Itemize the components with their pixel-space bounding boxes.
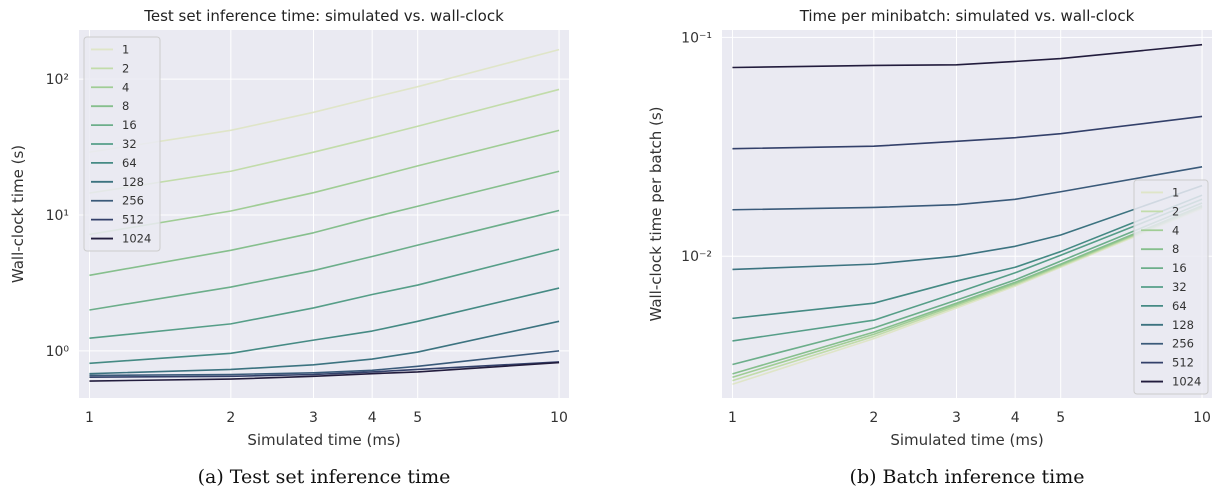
- legend-label: 1024: [1172, 375, 1201, 389]
- x-axis-label: Simulated time (ms): [247, 431, 400, 449]
- series-line-32: [89, 248, 560, 339]
- legend-label: 32: [1172, 280, 1187, 294]
- chart-title: Time per minibatch: simulated vs. wall-c…: [799, 7, 1135, 25]
- legend-label: 2: [1172, 204, 1179, 218]
- y-tick-label: 10⁰: [46, 344, 70, 360]
- legend-label: 128: [122, 175, 144, 189]
- x-tick-label: 2: [226, 410, 235, 426]
- chart-a: 1 2 3 4 5 10 10⁰ 10¹ 10² Test set inference time:…: [9, 7, 569, 488]
- legend-label: 8: [122, 99, 129, 113]
- series-line-16: [732, 202, 1203, 366]
- legend-label: 128: [1172, 318, 1194, 332]
- x-tick-label: 4: [368, 410, 377, 426]
- x-axis-label: Simulated time (ms): [890, 431, 1043, 449]
- x-tick-label: 10: [1193, 410, 1211, 426]
- series-line-8: [89, 170, 560, 277]
- series-line-4: [732, 206, 1203, 378]
- legend-label: 32: [122, 137, 137, 151]
- chart-b: 1 2 3 4 5 10 10⁻² 10⁻¹ Time per minibatch: simul…: [647, 7, 1212, 488]
- series-line-2: [732, 206, 1203, 382]
- legend-label: 64: [122, 156, 137, 170]
- legend-label: 1: [122, 42, 129, 56]
- series-line-128: [732, 184, 1203, 271]
- series-line-128: [89, 320, 560, 375]
- legend-label: 256: [122, 194, 144, 208]
- series-line-8: [732, 205, 1203, 375]
- x-tick-label: 5: [413, 410, 422, 426]
- legend-label: 2: [122, 61, 129, 75]
- series-line-4: [89, 129, 560, 236]
- legend-label: 16: [1172, 261, 1187, 275]
- series-line-512: [732, 115, 1203, 150]
- legend-box: [83, 36, 161, 252]
- series-line-64: [732, 194, 1203, 320]
- y-axis-label: Wall-clock time (s): [9, 145, 27, 283]
- x-tick-label: 5: [1056, 410, 1065, 426]
- series-line-1024: [732, 43, 1203, 69]
- legend: 1 2 4 8 16 32 64 128 256 512 1024: [1133, 179, 1209, 395]
- plot-area: [722, 30, 1212, 398]
- y-axis-label: Wall-clock time per batch (s): [647, 106, 665, 321]
- series-line-16: [89, 209, 560, 311]
- series-line-64: [89, 287, 560, 365]
- x-tick-label: 3: [309, 410, 318, 426]
- legend-label: 1024: [122, 232, 151, 246]
- series-line-1: [89, 48, 560, 153]
- figure-caption: (a) Test set inference time: [198, 466, 451, 488]
- x-tick-label: 2: [869, 410, 878, 426]
- figure-caption: (b) Batch inference time: [850, 466, 1085, 488]
- y-tick-label: 10⁻²: [681, 249, 712, 265]
- legend-label: 64: [1172, 299, 1187, 313]
- x-tick-label: 3: [952, 410, 961, 426]
- x-tick-label: 4: [1011, 410, 1020, 426]
- x-tick-label: 1: [728, 410, 737, 426]
- legend-label: 4: [122, 80, 129, 94]
- series-line-2: [89, 88, 560, 194]
- legend-label: 1: [1172, 185, 1179, 199]
- series-line-256: [89, 350, 560, 377]
- x-tick-label: 10: [550, 410, 568, 426]
- series-line-32: [732, 198, 1203, 342]
- y-tick-label: 10⁻¹: [681, 30, 712, 46]
- series-line-1: [732, 207, 1203, 386]
- series-line-256: [732, 166, 1203, 211]
- x-tick-label: 1: [85, 410, 94, 426]
- legend-label: 256: [1172, 337, 1194, 351]
- y-tick-label: 10²: [46, 72, 69, 88]
- chart-title: Test set inference time: simulated vs. w…: [143, 7, 504, 25]
- legend-label: 4: [1172, 223, 1179, 237]
- legend: 1 2 4 8 16 32 64 128 256 512 1024: [83, 36, 161, 252]
- legend-label: 8: [1172, 242, 1179, 256]
- legend-label: 512: [1172, 356, 1194, 370]
- legend-label: 16: [122, 118, 137, 132]
- legend-label: 512: [122, 213, 144, 227]
- y-tick-label: 10¹: [46, 208, 69, 224]
- series-line-1024: [89, 361, 560, 382]
- legend-box: [1133, 179, 1209, 395]
- series-line-512: [89, 361, 560, 379]
